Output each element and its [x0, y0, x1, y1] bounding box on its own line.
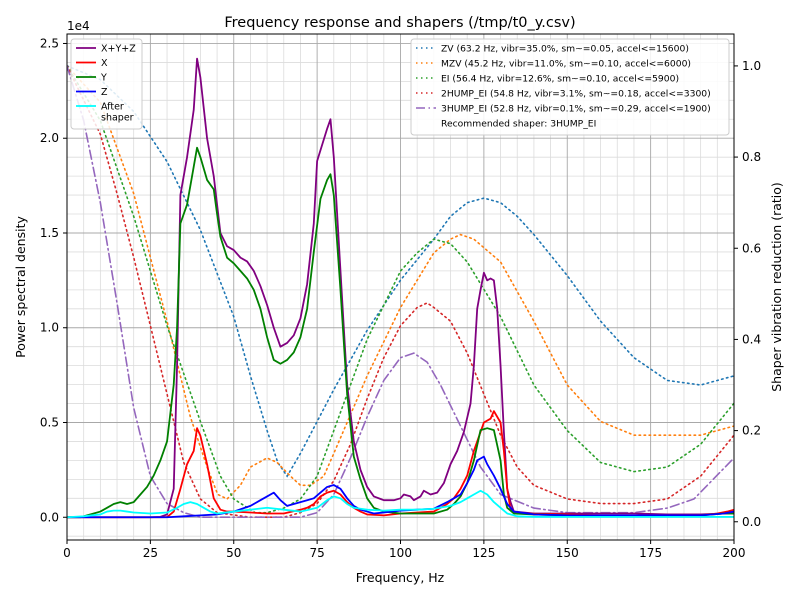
y2-tick-label: 0.6 — [742, 241, 761, 255]
legend-label: After — [101, 102, 124, 113]
x-tick-label: 150 — [556, 546, 579, 560]
y-axis-offset-label: 1e4 — [67, 19, 90, 33]
x-tick-label: 0 — [63, 546, 71, 560]
psd-line — [67, 57, 734, 519]
y2-tick-label: 1.0 — [742, 59, 761, 73]
y-tick-label: 1.0 — [40, 321, 59, 335]
y-tick-label: 2.0 — [40, 131, 59, 145]
psd-line — [67, 146, 734, 519]
legend-label: MZV (45.2 Hz, vibr=11.0%, sm~=0.10, acce… — [441, 59, 691, 70]
y-tick-label: 2.5 — [40, 36, 59, 50]
x-tick-label: 75 — [309, 546, 324, 560]
x-tick-label: 50 — [226, 546, 241, 560]
y-axis-label: Power spectral density — [13, 216, 28, 358]
y2-tick-label: 0.2 — [742, 424, 761, 438]
psd-line — [67, 489, 734, 519]
y-tick-label: 0.0 — [40, 510, 59, 524]
legend-label: ZV (63.2 Hz, vibr=35.0%, sm~=0.05, accel… — [441, 44, 689, 55]
y2-tick-label: 0.4 — [742, 332, 761, 346]
legend-label: X+Y+Z — [101, 44, 136, 55]
legend-shapers: ZV (63.2 Hz, vibr=35.0%, sm~=0.05, accel… — [410, 38, 730, 136]
x-tick-label: 125 — [472, 546, 495, 560]
legend-label: 3HUMP_EI (52.8 Hz, vibr=0.1%, sm~=0.29, … — [441, 104, 711, 115]
legend-label: shaper — [101, 113, 134, 124]
shaper-line — [67, 65, 734, 514]
y2-axis-ticks: 0.0 0.2 0.4 0.6 0.8 1.0 — [734, 59, 761, 529]
psd-series — [67, 57, 734, 519]
recommended-shaper-text: Recommended shaper: 3HUMP_EI — [441, 119, 596, 130]
legend-label: 2HUMP_EI (54.8 Hz, vibr=3.1%, sm~=0.18, … — [441, 89, 711, 100]
legend-label: X — [101, 58, 108, 69]
y-tick-label: 1.5 — [40, 226, 59, 240]
legend-label: Z — [101, 87, 108, 98]
x-tick-label: 200 — [723, 546, 746, 560]
y2-tick-label: 0.0 — [742, 515, 761, 529]
legend-label: EI (56.4 Hz, vibr=12.6%, sm~=0.10, accel… — [441, 74, 679, 85]
y-axis-ticks: 0.0 0.5 1.0 1.5 2.0 2.5 — [40, 36, 67, 524]
psd-line — [67, 455, 734, 519]
y2-tick-label: 0.8 — [742, 150, 761, 164]
x-tick-label: 175 — [639, 546, 662, 560]
x-axis-ticks: 0 25 50 75 100 125 150 175 200 — [63, 540, 745, 560]
x-axis-label: Frequency, Hz — [356, 570, 445, 585]
y-tick-label: 0.5 — [40, 416, 59, 430]
y2-axis-label: Shaper vibration reduction (ratio) — [769, 182, 784, 392]
chart-title: Frequency response and shapers (/tmp/t0_… — [224, 15, 575, 31]
x-tick-label: 100 — [389, 546, 412, 560]
shaper-line — [67, 65, 734, 478]
legend-label: Y — [100, 73, 107, 84]
legend-box — [410, 38, 730, 136]
x-tick-label: 25 — [143, 546, 158, 560]
